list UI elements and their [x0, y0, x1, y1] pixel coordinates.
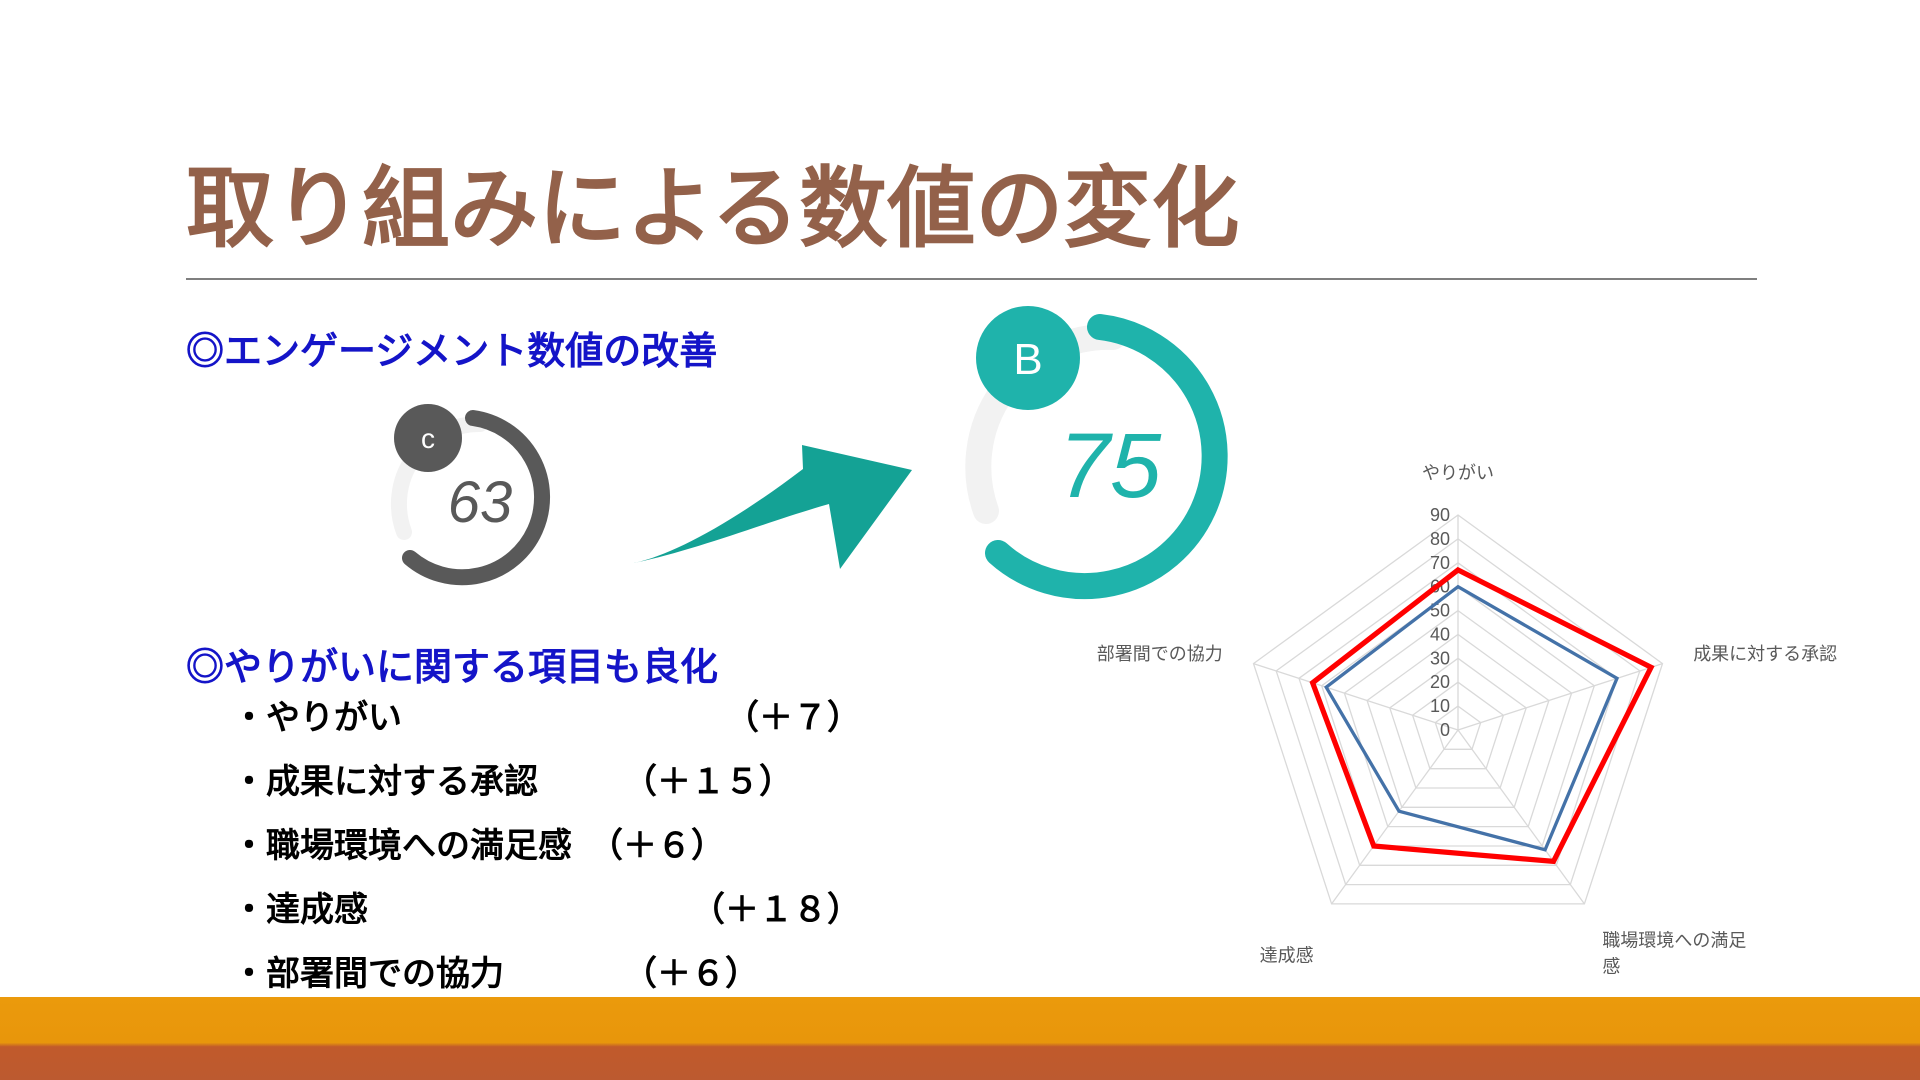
svg-text:80: 80 — [1430, 529, 1450, 549]
svg-text:職場環境への満足: 職場環境への満足 — [1602, 930, 1746, 950]
svg-text:10: 10 — [1430, 696, 1450, 716]
svg-text:30: 30 — [1430, 648, 1450, 668]
svg-text:20: 20 — [1430, 672, 1450, 692]
svg-text:達成感: 達成感 — [1260, 945, 1314, 965]
svg-text:部署間での協力: 部署間での協力 — [1097, 644, 1223, 664]
svg-text:40: 40 — [1430, 624, 1450, 644]
svg-text:やりがい: やりがい — [1422, 463, 1494, 483]
svg-text:c: c — [421, 423, 435, 454]
svg-text:50: 50 — [1430, 601, 1450, 621]
svg-text:B: B — [1013, 335, 1042, 384]
svg-text:成果に対する承認: 成果に対する承認 — [1693, 644, 1837, 664]
svg-text:63: 63 — [448, 470, 513, 535]
svg-text:90: 90 — [1430, 505, 1450, 525]
svg-text:0: 0 — [1440, 720, 1450, 740]
svg-text:70: 70 — [1430, 553, 1450, 573]
svg-text:感: 感 — [1602, 956, 1620, 976]
